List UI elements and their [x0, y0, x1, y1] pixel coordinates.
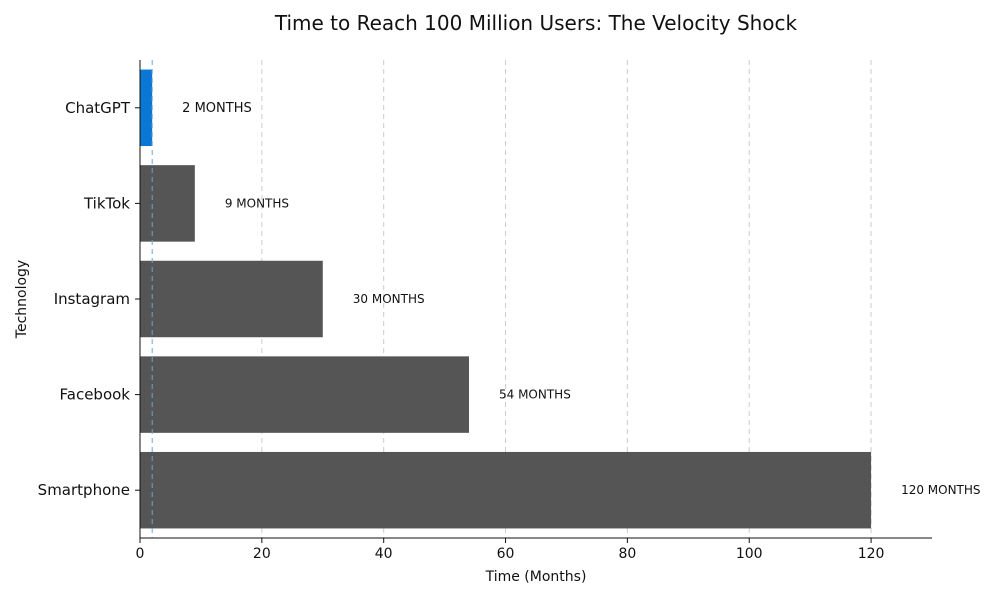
x-axis-label: Time (Months): [485, 569, 587, 585]
category-label-instagram: Instagram: [54, 290, 130, 308]
x-tick-label: 20: [253, 546, 271, 562]
x-tick-label: 120: [858, 546, 885, 562]
axes-layer: [135, 60, 932, 543]
x-tick-label: 40: [375, 546, 393, 562]
x-tick-label: 60: [497, 546, 515, 562]
x-tick-label: 0: [136, 546, 145, 562]
data-label-tiktok: 9 MONTHS: [225, 196, 289, 210]
bar-tiktok: [140, 165, 195, 242]
bar-facebook: [140, 356, 469, 433]
category-label-chatgpt: ChatGPT: [65, 99, 131, 117]
data-label-smartphone: 120 MONTHS: [901, 483, 980, 497]
category-label-tiktok: TikTok: [83, 194, 130, 212]
category-label-smartphone: Smartphone: [38, 481, 130, 499]
data-label-instagram: 30 MONTHS: [353, 292, 425, 306]
data-label-facebook: 54 MONTHS: [499, 388, 571, 402]
x-tick-label: 100: [736, 546, 763, 562]
bar-smartphone: [140, 451, 872, 529]
chart-title: Time to Reach 100 Million Users: The Vel…: [274, 11, 798, 35]
y-axis-label: Technology: [14, 260, 30, 339]
labels-layer: Smartphone 120 MONTHS Facebook 54 MONTHS Ins…: [38, 99, 981, 562]
bars-layer: [140, 69, 872, 529]
bar-chatgpt: [140, 69, 153, 147]
x-tick-label: 80: [618, 546, 636, 562]
data-label-chatgpt: 2 MONTHS: [182, 101, 252, 116]
category-label-facebook: Facebook: [60, 386, 131, 404]
bar-instagram: [140, 260, 323, 338]
